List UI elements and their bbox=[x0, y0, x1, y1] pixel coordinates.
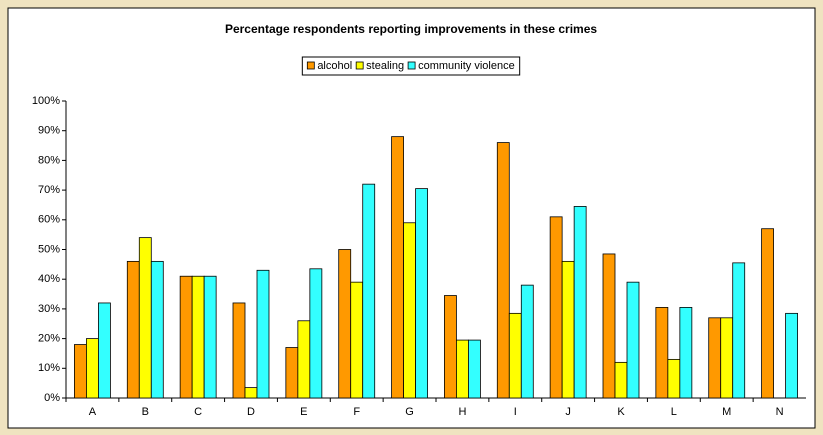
x-tick-label: J bbox=[565, 406, 571, 418]
bar bbox=[602, 253, 616, 399]
bar bbox=[403, 222, 416, 399]
y-tick-label: 70% bbox=[38, 184, 60, 196]
y-tick-label: 80% bbox=[38, 154, 60, 166]
bar bbox=[667, 358, 681, 399]
bar bbox=[655, 307, 669, 399]
y-tick-label: 40% bbox=[38, 273, 60, 285]
bar bbox=[561, 260, 575, 399]
x-tick-label: M bbox=[722, 406, 731, 418]
bar bbox=[456, 339, 469, 399]
legend-label: community violence bbox=[418, 60, 515, 72]
bar bbox=[338, 249, 352, 399]
bar bbox=[679, 307, 693, 399]
x-tick-label: F bbox=[353, 406, 360, 418]
bar bbox=[244, 387, 258, 399]
bar bbox=[256, 269, 270, 399]
y-tick-label: 30% bbox=[38, 303, 60, 315]
bar bbox=[98, 302, 111, 399]
bar bbox=[203, 275, 217, 399]
bar bbox=[720, 317, 734, 399]
chart-title: Percentage respondents reporting improve… bbox=[225, 22, 597, 36]
x-tick-label: C bbox=[194, 406, 202, 418]
bar bbox=[362, 183, 376, 399]
bar bbox=[150, 260, 164, 399]
bar bbox=[468, 339, 481, 399]
x-tick-label: K bbox=[617, 406, 625, 418]
legend: alcohol stealing community violence bbox=[301, 56, 521, 76]
bar bbox=[309, 268, 323, 399]
bar bbox=[350, 281, 364, 399]
bar bbox=[549, 216, 563, 399]
bar bbox=[520, 284, 534, 399]
bar bbox=[138, 237, 152, 399]
bar bbox=[297, 320, 311, 399]
x-tick-label: G bbox=[405, 406, 414, 418]
legend-label: stealing bbox=[366, 60, 404, 72]
x-tick-label: N bbox=[776, 406, 784, 418]
bar bbox=[496, 142, 510, 399]
legend-swatch bbox=[355, 61, 364, 70]
x-tick-label: I bbox=[514, 406, 517, 418]
y-tick-label: 10% bbox=[38, 362, 60, 374]
x-tick-label: D bbox=[247, 406, 255, 418]
legend-label: alcohol bbox=[317, 60, 352, 72]
bar bbox=[444, 295, 457, 399]
bar bbox=[573, 206, 587, 399]
bar bbox=[708, 317, 722, 399]
legend-swatch bbox=[407, 61, 416, 70]
bar bbox=[626, 281, 640, 399]
bar bbox=[761, 228, 774, 399]
x-tick-label: B bbox=[142, 406, 149, 418]
bar bbox=[179, 275, 193, 399]
y-tick-label: 100% bbox=[32, 95, 60, 107]
bar bbox=[785, 312, 798, 399]
x-tick-label: E bbox=[300, 406, 307, 418]
y-tick-label: 60% bbox=[38, 214, 60, 226]
bar bbox=[508, 312, 522, 399]
bar bbox=[391, 136, 404, 399]
y-tick-label: 0% bbox=[44, 392, 60, 404]
y-tick-label: 50% bbox=[38, 243, 60, 255]
bar bbox=[191, 275, 205, 399]
bar bbox=[86, 338, 99, 399]
bar bbox=[415, 188, 428, 399]
bar bbox=[732, 262, 746, 399]
y-tick-label: 90% bbox=[38, 125, 60, 137]
y-tick-label: 20% bbox=[38, 333, 60, 345]
bar bbox=[74, 344, 87, 399]
x-tick-label: L bbox=[671, 406, 677, 418]
bar bbox=[614, 361, 628, 399]
legend-swatch bbox=[306, 61, 315, 70]
x-tick-label: A bbox=[89, 406, 97, 418]
bar bbox=[232, 302, 246, 399]
bar bbox=[126, 260, 140, 399]
bar bbox=[285, 347, 299, 399]
x-tick-label: H bbox=[458, 406, 466, 418]
